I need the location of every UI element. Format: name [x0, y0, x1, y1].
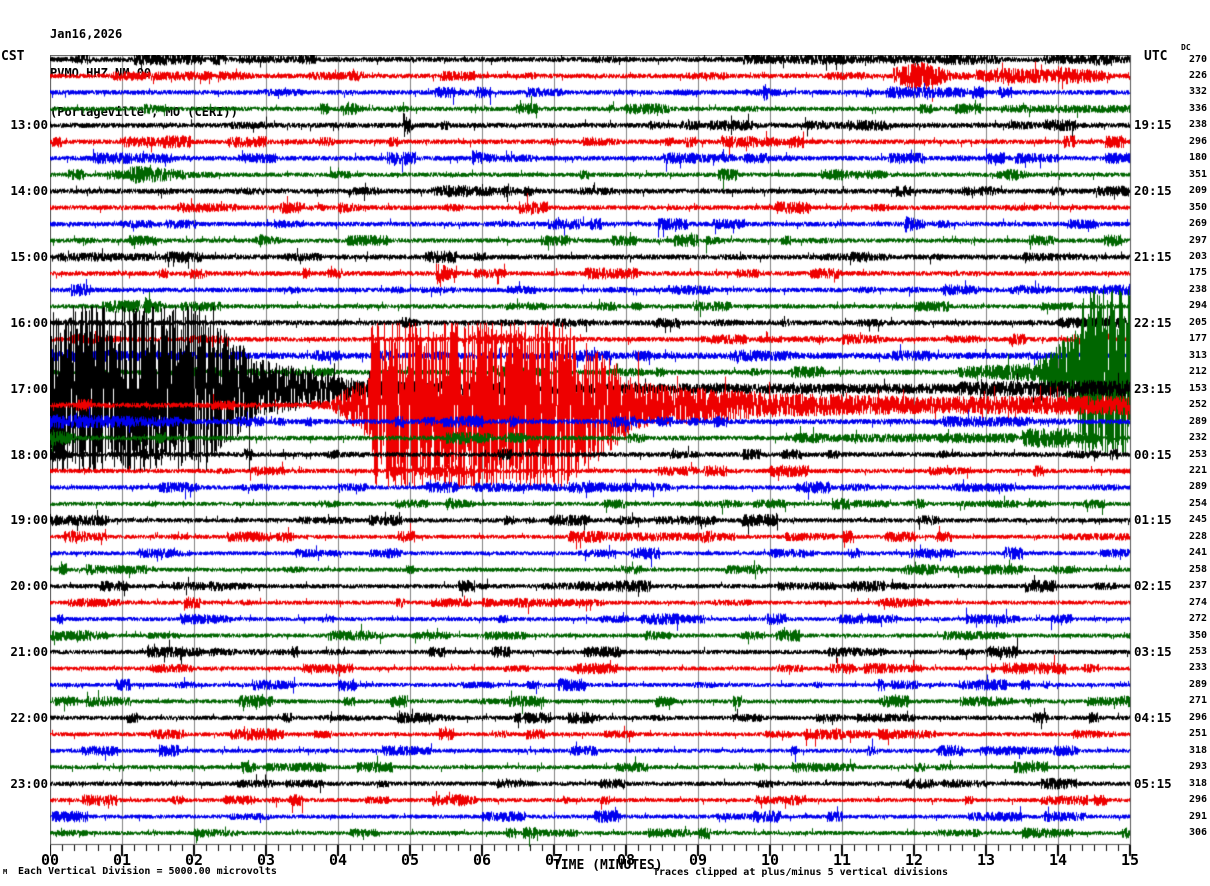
right-utc-label: 00:15 [1134, 446, 1172, 462]
x-axis-tick-label: 01 [112, 851, 132, 869]
x-axis-tick-label: 11 [832, 851, 852, 869]
vertical-division-note: Each Vertical Division = 5000.00 microvo… [18, 866, 277, 877]
dc-value: 291 [1188, 810, 1207, 822]
right-utc-label: 22:15 [1134, 314, 1172, 330]
x-axis-tick-label: 04 [328, 851, 348, 869]
left-hour-label: 16:00 [10, 314, 48, 330]
left-hour-label: 15:00 [10, 249, 48, 264]
x-axis-tick-label: 05 [400, 851, 420, 869]
x-axis-tick-label: 14 [1048, 851, 1068, 869]
right-utc-label: 03:15 [1134, 644, 1172, 659]
left-hour-label: 23:00 [10, 775, 48, 791]
dc-value: 238 [1188, 283, 1207, 295]
dc-value: 233 [1188, 662, 1207, 674]
left-hour-label: 13:00 [10, 117, 48, 133]
x-axis-tick-label: 03 [256, 851, 276, 869]
dc-value: 241 [1188, 547, 1207, 559]
left-hour-label: 21:00 [10, 644, 48, 659]
dc-value: 318 [1188, 744, 1207, 756]
left-hour-label: 22:00 [10, 709, 48, 725]
dc-value: 351 [1188, 168, 1207, 180]
x-axis-title: TIME (MINUTES) [553, 858, 663, 873]
dc-value: 228 [1188, 530, 1207, 542]
title-date: Jan16,2026 [50, 27, 123, 41]
cst-timezone-label: CST [1, 49, 25, 64]
dc-value: 238 [1188, 119, 1207, 131]
dc-value: 258 [1188, 563, 1207, 575]
corner-mark: M [3, 868, 8, 876]
dc-value: 336 [1188, 102, 1207, 114]
dc-value: 318 [1188, 777, 1207, 789]
right-utc-label: 05:15 [1134, 775, 1172, 791]
dc-value: 205 [1188, 316, 1207, 328]
dc-value: 296 [1188, 711, 1207, 723]
dc-value: 289 [1188, 481, 1207, 493]
dc-value: 306 [1188, 827, 1207, 839]
dc-value: 271 [1188, 695, 1207, 707]
dc-value: 274 [1188, 596, 1207, 608]
dc-value: 253 [1188, 646, 1207, 657]
right-utc-label: 19:15 [1134, 117, 1172, 133]
dc-value: 313 [1188, 349, 1207, 361]
dc-value: 177 [1188, 333, 1207, 345]
x-axis-tick-label: 08 [616, 851, 636, 869]
dc-value: 253 [1188, 448, 1207, 460]
x-axis-tick-label: 00 [40, 851, 60, 869]
dc-value: 269 [1188, 218, 1207, 230]
dc-value: 297 [1188, 234, 1207, 246]
dc-value: 350 [1188, 201, 1207, 213]
dc-value: 212 [1188, 366, 1207, 378]
dc-column-header: DC [1181, 43, 1191, 52]
dc-value: 209 [1188, 185, 1207, 197]
x-axis-tick-label: 02 [184, 851, 204, 869]
x-axis-tick-label: 07 [544, 851, 564, 869]
dc-value: 289 [1188, 415, 1207, 427]
clipping-note: Traces clipped at plus/minus 5 vertical … [653, 867, 949, 878]
dc-value: 226 [1188, 69, 1207, 81]
x-axis-tick-label: 13 [976, 851, 996, 869]
dc-value: 180 [1188, 152, 1207, 164]
dc-value: 270 [1188, 53, 1207, 65]
right-utc-label: 21:15 [1134, 249, 1172, 264]
dc-value: 251 [1188, 728, 1207, 740]
dc-value: 350 [1188, 629, 1207, 641]
left-hour-label: 19:00 [10, 512, 48, 528]
dc-value: 175 [1188, 267, 1207, 279]
right-utc-label: 01:15 [1134, 512, 1172, 528]
right-utc-label: 20:15 [1134, 183, 1172, 199]
utc-timezone-label: UTC [1144, 49, 1168, 64]
dc-value: 293 [1188, 761, 1207, 773]
left-hour-label: 20:00 [10, 578, 48, 594]
dc-value: 272 [1188, 613, 1207, 625]
x-axis-tick-label: 15 [1120, 851, 1140, 869]
dc-value: 221 [1188, 464, 1207, 476]
dc-value: 294 [1188, 300, 1207, 312]
dc-value: 296 [1188, 135, 1207, 147]
x-axis-tick-label: 06 [472, 851, 492, 869]
dc-value: 245 [1188, 514, 1207, 526]
dc-value: 153 [1188, 382, 1207, 394]
x-axis-tick-label: 10 [760, 851, 780, 869]
x-axis-tick-label: 09 [688, 851, 708, 869]
left-hour-label: 18:00 [10, 446, 48, 462]
right-utc-label: 04:15 [1134, 709, 1172, 725]
right-utc-label: 02:15 [1134, 578, 1172, 594]
dc-value: 332 [1188, 86, 1207, 98]
x-axis-tick-label: 12 [904, 851, 924, 869]
helicorder-traces-canvas [50, 55, 1132, 861]
left-hour-label: 17:00 [10, 380, 48, 396]
dc-value: 232 [1188, 432, 1207, 444]
dc-value: 252 [1188, 399, 1207, 411]
dc-value: 203 [1188, 251, 1207, 262]
dc-value: 254 [1188, 497, 1207, 509]
dc-value: 237 [1188, 580, 1207, 592]
dc-value: 289 [1188, 678, 1207, 690]
left-hour-label: 14:00 [10, 183, 48, 199]
right-utc-label: 23:15 [1134, 380, 1172, 396]
dc-value: 296 [1188, 794, 1207, 806]
